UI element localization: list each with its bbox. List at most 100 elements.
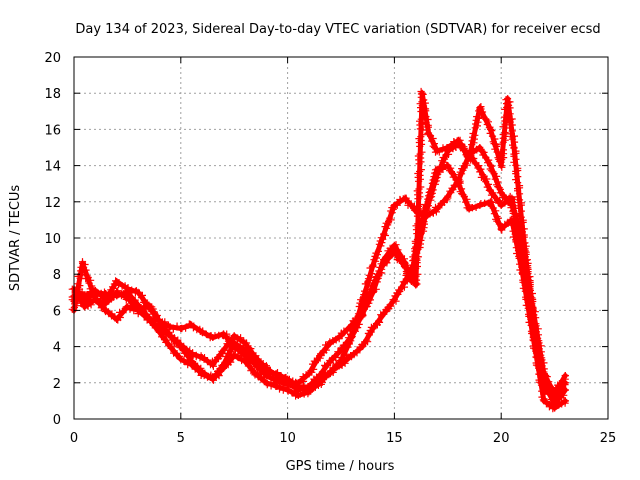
- data-point: [390, 248, 398, 256]
- data-point: [305, 370, 313, 378]
- data-point: [294, 386, 302, 394]
- y-tick-label: 18: [44, 87, 61, 102]
- data-point: [123, 303, 131, 311]
- data-point: [369, 261, 377, 269]
- data-point: [418, 89, 426, 97]
- data-point: [273, 382, 281, 390]
- data-point: [187, 357, 195, 365]
- data-point: [476, 144, 484, 151]
- data-point: [444, 192, 452, 200]
- y-tick-label: 2: [53, 377, 61, 392]
- chart-title: Day 134 of 2023, Sidereal Day-to-day VTE…: [75, 22, 600, 37]
- data-point: [316, 372, 324, 380]
- x-tick-label: 5: [177, 431, 185, 446]
- y-tick-label: 14: [44, 160, 61, 175]
- data-point: [433, 147, 441, 155]
- data-point: [433, 171, 441, 179]
- data-point: [422, 207, 430, 215]
- data-point: [337, 361, 345, 369]
- data-point: [348, 352, 356, 360]
- data-point: [262, 372, 270, 380]
- data-point: [230, 352, 238, 360]
- data-point: [316, 379, 324, 387]
- axis-ticks: [73, 56, 609, 420]
- data-point: [529, 321, 537, 329]
- data-point: [487, 125, 495, 133]
- data-point: [497, 162, 505, 170]
- x-tick-label: 15: [386, 431, 403, 446]
- data-point: [425, 129, 433, 137]
- data-point: [177, 325, 185, 332]
- data-point: [198, 353, 206, 361]
- data-point: [561, 372, 569, 380]
- data-point: [519, 225, 527, 233]
- data-point: [390, 201, 398, 209]
- data-point: [390, 296, 398, 304]
- data-point: [465, 205, 473, 213]
- data-point: [220, 330, 228, 338]
- data-point: [187, 350, 195, 358]
- data-point: [540, 379, 548, 387]
- data-point: [487, 162, 495, 170]
- data-point: [220, 346, 228, 354]
- data-point: [465, 154, 473, 162]
- data-point: [551, 401, 559, 409]
- data-point: [166, 343, 174, 351]
- data-point: [113, 277, 121, 285]
- data-point: [337, 346, 345, 354]
- data-point: [102, 299, 110, 307]
- data-point: [487, 187, 495, 195]
- data-point: [561, 386, 569, 394]
- data-point: [540, 397, 548, 405]
- data-point: [209, 361, 217, 369]
- x-tick-label: 0: [70, 431, 78, 446]
- x-tick-label: 10: [279, 431, 296, 446]
- data-point: [273, 372, 281, 380]
- data-point: [241, 339, 249, 347]
- y-tick-label: 8: [53, 268, 61, 283]
- data-point: [454, 136, 462, 144]
- x-tick-label: 25: [600, 431, 617, 446]
- data-point: [155, 325, 163, 332]
- data-point: [241, 357, 249, 365]
- data-point: [476, 165, 484, 173]
- data-point: [401, 194, 409, 202]
- data-point: [444, 144, 452, 151]
- data-point: [316, 352, 324, 360]
- data-point: [79, 259, 87, 267]
- data-point: [145, 314, 153, 322]
- series-track-1: [68, 151, 569, 401]
- data-point: [401, 277, 409, 285]
- data-point: [252, 370, 260, 378]
- y-tick-labels: 0 2 4 6 8 10 12 14 16 18 20: [44, 51, 61, 428]
- data-point: [401, 263, 409, 271]
- data-point: [187, 321, 195, 329]
- data-point: [504, 95, 512, 103]
- data-point: [380, 230, 388, 238]
- data-point: [198, 328, 206, 336]
- data-point: [113, 315, 121, 323]
- y-tick-label: 12: [44, 196, 61, 211]
- y-tick-label: 4: [53, 341, 61, 356]
- y-tick-label: 0: [53, 413, 61, 428]
- data-point: [337, 332, 345, 340]
- data-point: [102, 290, 110, 298]
- data-point: [369, 325, 377, 332]
- data-point: [380, 310, 388, 318]
- data-point: [145, 301, 153, 309]
- y-tick-label: 16: [44, 123, 61, 138]
- data-point: [476, 104, 484, 112]
- data-point: [305, 382, 313, 390]
- data-point: [326, 368, 334, 376]
- y-tick-label: 10: [44, 232, 61, 247]
- data-point: [380, 259, 388, 267]
- series-markers: [68, 87, 569, 407]
- data-point: [166, 332, 174, 340]
- data-point: [209, 375, 217, 383]
- data-point: [102, 306, 110, 314]
- data-point: [198, 368, 206, 376]
- data-point: [113, 292, 121, 300]
- data-point: [262, 379, 270, 387]
- data-point: [497, 189, 505, 197]
- data-point: [454, 180, 462, 188]
